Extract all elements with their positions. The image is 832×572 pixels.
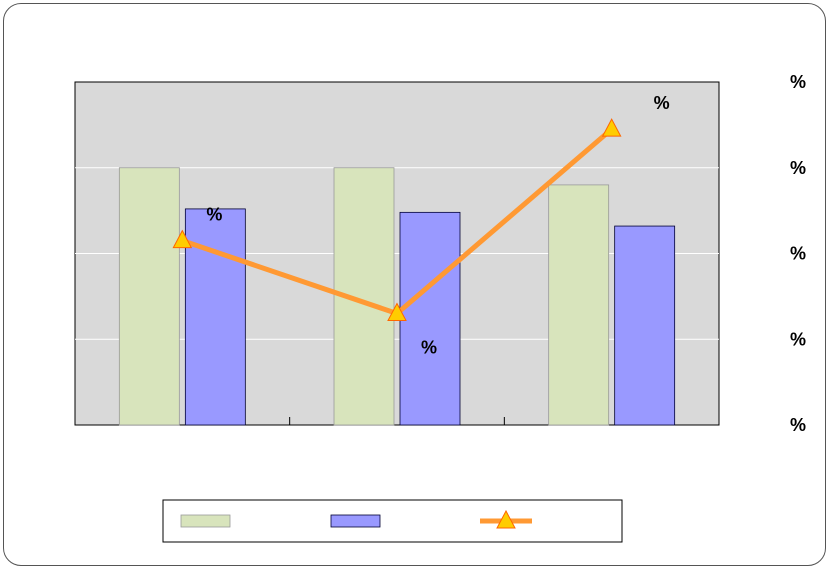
gridlines xyxy=(75,167,719,340)
legend xyxy=(162,499,623,543)
bar xyxy=(548,184,610,426)
bar xyxy=(184,208,246,426)
right-tick-label: % xyxy=(790,72,806,92)
line-marker xyxy=(172,229,193,249)
data-label: % xyxy=(654,93,670,113)
legend-marker xyxy=(496,509,516,529)
data-label: % xyxy=(421,338,437,358)
bar xyxy=(614,225,676,426)
line-marker xyxy=(387,302,407,322)
right-axis-labels: %%%%% xyxy=(790,72,806,435)
data-label: % xyxy=(206,205,222,225)
line-series xyxy=(172,118,622,322)
right-tick-label: % xyxy=(790,244,806,264)
right-tick-label: % xyxy=(790,158,806,178)
x-axis-ticks xyxy=(289,417,505,425)
right-tick-label: % xyxy=(790,415,806,435)
bar-series xyxy=(118,167,676,426)
data-labels: %%% xyxy=(206,93,669,357)
legend-swatch xyxy=(330,514,381,528)
legend-swatch xyxy=(180,514,231,528)
bar xyxy=(399,211,461,426)
right-tick-label: % xyxy=(790,329,806,349)
line-marker xyxy=(601,118,622,137)
bar xyxy=(118,167,180,426)
legend-box xyxy=(162,499,623,543)
